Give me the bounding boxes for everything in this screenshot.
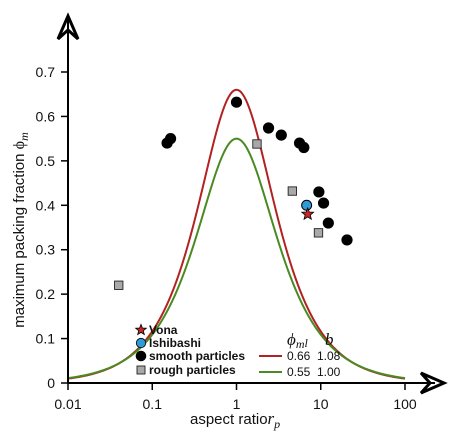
data-point-smooth-particles bbox=[230, 96, 243, 108]
y-tick-label: 0 bbox=[47, 375, 55, 391]
y-tick-label: 0.6 bbox=[36, 108, 56, 124]
x-axis-title-main: aspect ratio bbox=[190, 411, 268, 428]
y-tick-label: 0.4 bbox=[36, 197, 56, 213]
y-axis-title: maximum packing fraction ϕm bbox=[11, 132, 31, 328]
fit-header-phi: ϕml bbox=[287, 330, 308, 351]
y-tick-label: 0.5 bbox=[36, 153, 56, 169]
legend-label-vona: Vona bbox=[149, 323, 178, 337]
legend-label-smooth-particles: smooth particles bbox=[149, 349, 245, 363]
legend-label-ishibashi: Ishibashi bbox=[149, 336, 201, 350]
y-axis-arrow-icon bbox=[56, 12, 80, 41]
x-tick-label: 0.1 bbox=[143, 396, 163, 412]
fit-header-phi-subscript: m bbox=[296, 337, 305, 351]
data-point-ishibashi bbox=[301, 199, 313, 211]
data-point-smooth-particles bbox=[298, 141, 310, 154]
fit-b-value-green: 1.00 bbox=[317, 365, 341, 379]
y-axis-title-main: maximum packing fraction bbox=[11, 149, 28, 327]
fit-parameters-table: ϕml b 0.66 1.08 0.55 1.00 bbox=[259, 330, 341, 379]
y-axis-ticks: 0 0.1 0.2 0.3 0.4 0.5 0.6 0.7 bbox=[36, 64, 68, 391]
data-points-layer bbox=[114, 96, 353, 290]
legend-marker-smooth-particles bbox=[135, 350, 147, 362]
data-point-rough-particles bbox=[252, 139, 262, 149]
data-point-smooth-particles bbox=[262, 122, 275, 134]
x-tick-label: 0.01 bbox=[54, 396, 81, 412]
y-tick-label: 0.1 bbox=[36, 331, 56, 347]
legend-marker-rough-particles bbox=[136, 365, 146, 375]
data-point-smooth-particles bbox=[322, 217, 334, 229]
x-tick-label: 1 bbox=[233, 396, 241, 412]
fit-header-phi-subscript-2: l bbox=[304, 336, 308, 350]
x-axis-title: aspect ratiorp bbox=[190, 409, 280, 431]
x-tick-label: 100 bbox=[393, 396, 417, 412]
y-axis-title-symbol: ϕ bbox=[11, 141, 28, 149]
fit-b-value-red: 1.08 bbox=[317, 349, 341, 363]
data-point-smooth-particles bbox=[275, 129, 287, 141]
fit-phi-value-green: 0.55 bbox=[287, 365, 311, 379]
data-point-rough-particles bbox=[313, 228, 324, 238]
fit-header-b: b bbox=[325, 330, 334, 349]
axes-layer: 0.01 0.1 1 10 100 0 0.1 0.2 0.3 0.4 0.5 0.6 0.7 bbox=[36, 12, 448, 412]
y-axis-title-subscript: m bbox=[17, 132, 31, 141]
fit-phi-value-red: 0.66 bbox=[287, 349, 311, 363]
data-point-smooth-particles bbox=[317, 197, 330, 209]
fit-curve-green bbox=[67, 137, 406, 380]
data-point-rough-particles bbox=[114, 280, 124, 290]
legend-markers bbox=[134, 323, 148, 375]
x-axis-title-symbol: r bbox=[268, 409, 275, 428]
data-point-smooth-particles bbox=[313, 186, 325, 198]
fit-curve-red bbox=[67, 88, 406, 380]
data-point-smooth-particles bbox=[341, 234, 353, 246]
fit-header-phi-symbol: ϕ bbox=[287, 330, 296, 349]
data-point-rough-particles bbox=[287, 186, 297, 196]
x-axis-arrow-icon bbox=[419, 371, 448, 395]
x-tick-label: 10 bbox=[313, 396, 329, 412]
data-point-vona bbox=[300, 206, 315, 221]
y-tick-label: 0.7 bbox=[36, 64, 56, 80]
x-axis-title-subscript: p bbox=[273, 417, 280, 431]
legend: Vona Ishibashi smooth particles rough pa… bbox=[134, 323, 245, 377]
data-point-smooth-particles bbox=[164, 133, 177, 145]
legend-marker-ishibashi bbox=[135, 337, 147, 349]
x-axis-ticks: 0.01 0.1 1 10 100 bbox=[54, 383, 417, 412]
legend-marker-vona bbox=[134, 323, 148, 336]
legend-label-rough-particles: rough particles bbox=[149, 363, 236, 377]
y-tick-label: 0.3 bbox=[36, 242, 56, 258]
fit-curves-layer bbox=[67, 88, 406, 380]
y-tick-label: 0.2 bbox=[36, 286, 56, 302]
